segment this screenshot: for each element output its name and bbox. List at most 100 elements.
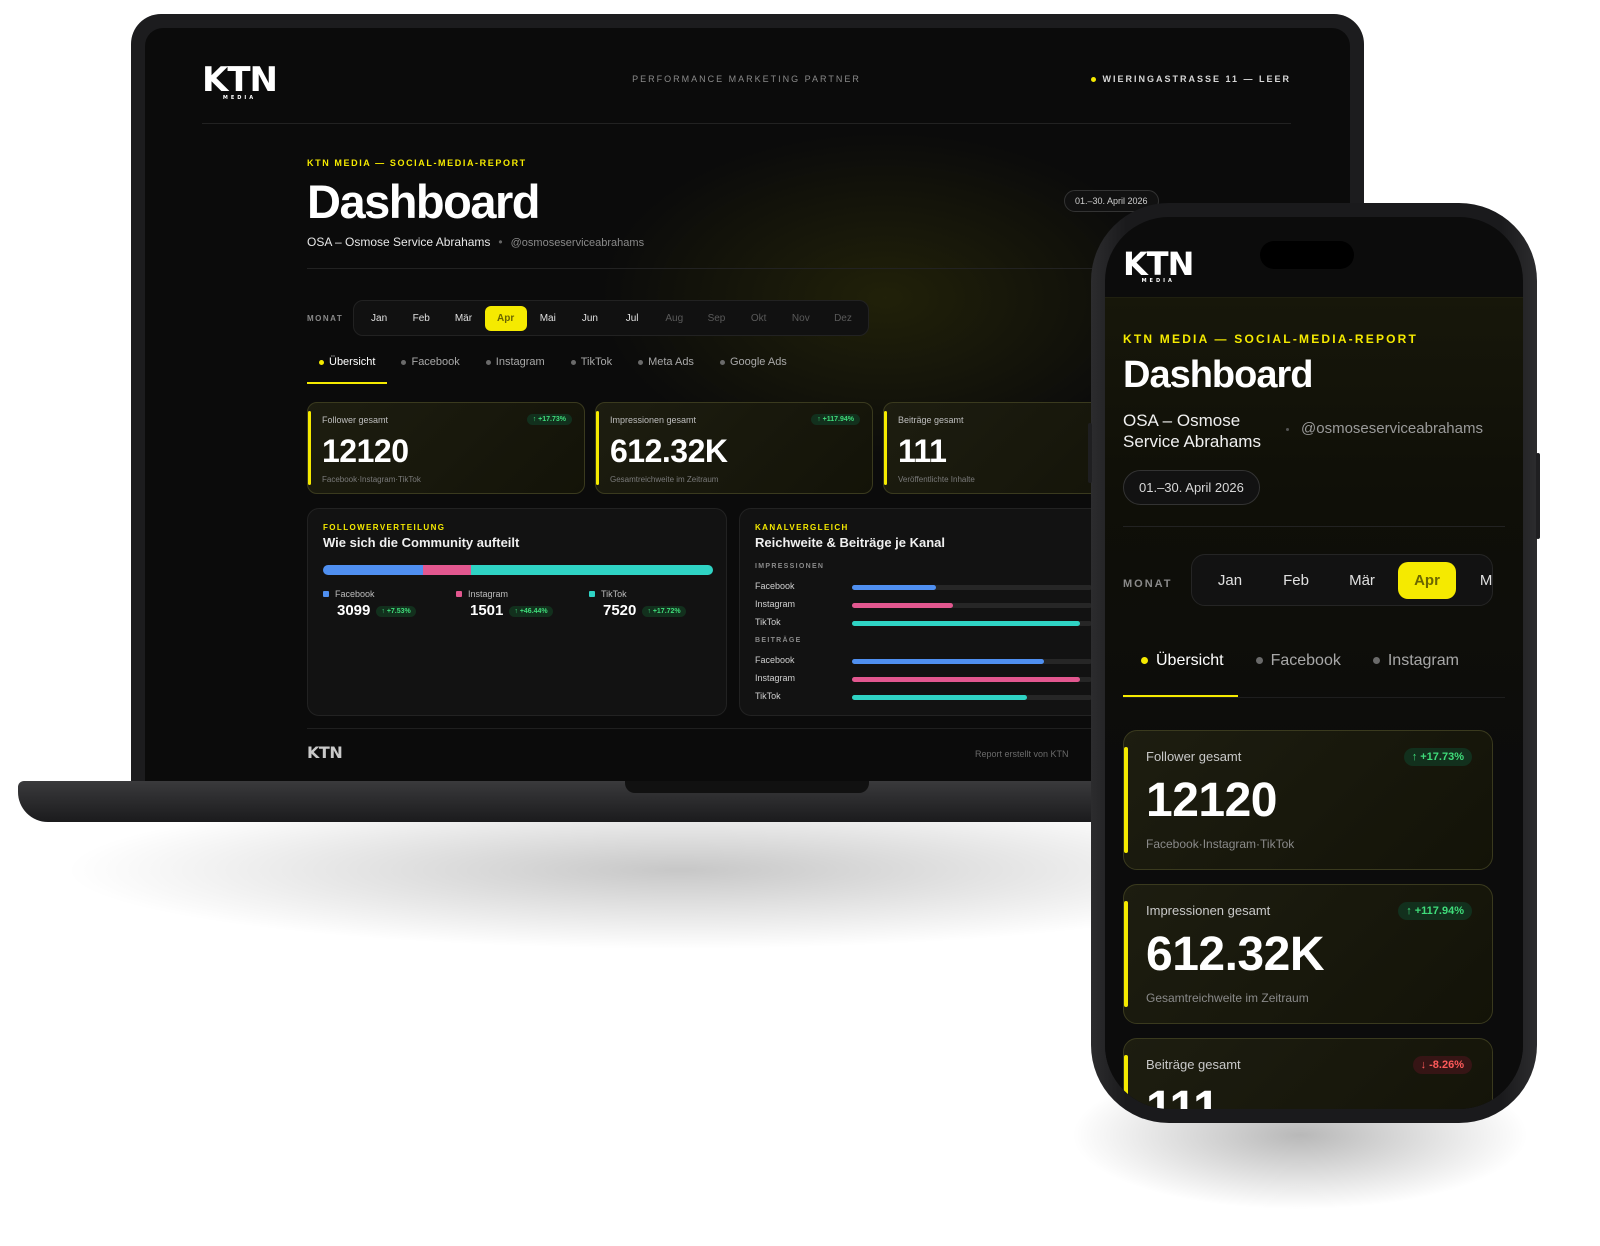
tab-label: Facebook xyxy=(1270,652,1341,669)
kpi-value: 12120 xyxy=(322,433,409,469)
month-nov[interactable]: Nov xyxy=(791,312,810,324)
panel-title: Reichweite & Beiträge je Kanal xyxy=(755,535,946,550)
month-selector: Jan Feb Mär Apr Mai Jun Jul Aug Sep Okt Nov Dez xyxy=(353,300,869,336)
tab-instagram[interactable]: Instagram xyxy=(1355,638,1473,697)
month-mai[interactable]: Mai xyxy=(1479,571,1493,589)
legend-label: Instagram xyxy=(456,589,589,599)
legend-value: 7520 ↑ +17.72% xyxy=(603,602,722,619)
ktn-logo[interactable]: KTN MEDIA xyxy=(1123,245,1194,284)
panel-kicker: KANALVERGLEICH xyxy=(755,523,849,532)
address: WIERINGASTRASSE 11 — LEER xyxy=(1091,74,1291,84)
month-aug[interactable]: Aug xyxy=(665,312,684,324)
client-handle: @osmoseserviceabrahams xyxy=(1286,420,1483,437)
distribution-segment-instagram xyxy=(422,565,472,575)
comparison-section-label: BEITRÄGE xyxy=(755,637,802,644)
page-title: Dashboard xyxy=(1123,354,1313,396)
tab-instagram[interactable]: Instagram xyxy=(474,348,557,384)
kpi-card[interactable]: Impressionen gesamt ↑ +117.94% 612.32K Gesa… xyxy=(595,402,873,494)
location-dot-icon xyxy=(1091,77,1097,83)
kpi-footnote: Facebook·Instagram·TikTok xyxy=(1146,837,1295,851)
phone-screen: KTN MEDIA KTN MEDIA — SOCIAL-MEDIA-REPORT… xyxy=(1105,217,1523,1109)
report-kicker: KTN MEDIA — SOCIAL-MEDIA-REPORT xyxy=(307,158,527,168)
legend-swatch xyxy=(589,591,595,597)
footer-text: Report erstellt von KTN xyxy=(975,749,1069,759)
change-badge: ↑ +117.94% xyxy=(1398,902,1472,920)
kpi-footnote: Veröffentlichte Inhalte xyxy=(898,475,975,484)
panel-kicker: FOLLOWERVERTEILUNG xyxy=(323,523,446,532)
comparison-bar xyxy=(852,677,1080,682)
comparison-track xyxy=(852,603,1092,608)
month-label: MONAT xyxy=(307,314,344,323)
date-range-badge[interactable]: 01.–30. April 2026 xyxy=(1064,190,1159,212)
client-handle: @osmoseserviceabrahams xyxy=(510,237,645,249)
month-sep[interactable]: Sep xyxy=(707,312,726,324)
kpi-card[interactable]: Follower gesamt ↑ +17.73% 12120 Facebook·In… xyxy=(1123,730,1493,870)
tab-facebook[interactable]: Facebook xyxy=(1238,638,1355,697)
comparison-track xyxy=(852,585,1092,590)
month-jan[interactable]: Jan xyxy=(1217,571,1243,589)
month-dez[interactable]: Dez xyxy=(834,312,852,324)
kpi-card[interactable]: Beiträge gesamt↓ -8.26%111Veröffentlicht… xyxy=(1123,1038,1493,1109)
distribution-legend: Facebook 3099 ↑ +7.53% Instagram 1501 ↑ +46.4… xyxy=(323,589,723,619)
month-apr[interactable]: Apr xyxy=(1398,561,1456,599)
tab-dot-icon xyxy=(1372,657,1380,665)
month-mai[interactable]: Mai xyxy=(539,312,556,324)
footer: KTN Report erstellt von KTN xyxy=(307,728,1350,784)
divider xyxy=(1123,526,1505,527)
tab-übersicht[interactable]: Übersicht xyxy=(307,348,388,384)
report-kicker: KTN MEDIA — SOCIAL-MEDIA-REPORT xyxy=(1123,332,1419,346)
kpi-card[interactable]: Impressionen gesamt ↑ +117.94% 612.32K Gesa… xyxy=(1123,884,1493,1024)
comparison-track xyxy=(852,695,1092,700)
date-range-badge[interactable]: 01.–30. April 2026 xyxy=(1123,470,1260,505)
month-mär[interactable]: Mär xyxy=(454,312,473,324)
legend-label: TikTok xyxy=(589,589,722,599)
kpi-value: 111 xyxy=(898,433,947,469)
tagline: PERFORMANCE MARKETING PARTNER xyxy=(632,74,861,84)
kpi-label: Impressionen gesamt xyxy=(1146,903,1271,918)
month-feb[interactable]: Feb xyxy=(1283,571,1309,589)
tab-tiktok[interactable]: TikTok xyxy=(559,348,624,384)
kpi-value: 111 xyxy=(1146,1082,1220,1109)
change-badge: ↑ +17.72% xyxy=(642,605,686,617)
month-jun[interactable]: Jun xyxy=(581,312,598,324)
comparison-bar xyxy=(852,659,1044,664)
distribution-segment-facebook xyxy=(323,565,423,575)
legend-item-tiktok: TikTok 7520 ↑ +17.72% xyxy=(589,589,722,619)
tab-dot-icon xyxy=(485,359,491,365)
tab-label: Übersicht xyxy=(329,356,376,368)
change-badge: ↑ +17.73% xyxy=(526,414,572,425)
client-name: OSA – Osmose Service Abrahams xyxy=(1123,411,1261,451)
divider xyxy=(307,268,1350,269)
kpi-card[interactable]: Follower gesamt ↑ +17.73% 12120 Facebook·In… xyxy=(307,402,585,494)
tab-übersicht[interactable]: Übersicht xyxy=(1123,638,1238,697)
comparison-track xyxy=(852,659,1092,664)
kpi-footnote: Gesamtreichweite im Zeitraum xyxy=(1146,991,1309,1005)
month-apr[interactable]: Apr xyxy=(484,305,527,331)
comparison-row-facebook: Facebook xyxy=(755,655,1115,667)
change-badge: ↑ +17.73% xyxy=(1403,748,1472,766)
comparison-label: Instagram xyxy=(755,599,796,609)
month-okt[interactable]: Okt xyxy=(750,312,767,324)
comparison-bar xyxy=(852,695,1028,700)
month-feb[interactable]: Feb xyxy=(412,312,430,324)
legend-value: 3099 ↑ +7.53% xyxy=(337,602,456,619)
month-mär[interactable]: Mär xyxy=(1349,571,1375,589)
tab-bar: Übersicht Facebook Instagram xyxy=(1123,638,1505,698)
tab-meta-ads[interactable]: Meta Ads xyxy=(626,348,706,384)
tab-label: Instagram xyxy=(1387,652,1459,669)
change-badge: ↑ +7.53% xyxy=(376,605,416,617)
comparison-label: Facebook xyxy=(755,655,795,665)
month-jul[interactable]: Jul xyxy=(625,312,639,324)
laptop-hinge-notch xyxy=(625,781,869,793)
comparison-label: Instagram xyxy=(755,673,796,683)
comparison-row-tiktok: TikTok xyxy=(755,691,1115,703)
tab-google-ads[interactable]: Google Ads xyxy=(708,348,799,384)
tab-label: Google Ads xyxy=(729,356,787,368)
tab-facebook[interactable]: Facebook xyxy=(389,348,471,384)
ktn-logo[interactable]: KTN MEDIA xyxy=(202,60,278,101)
month-jan[interactable]: Jan xyxy=(371,312,388,324)
tab-bar: Übersicht Facebook Instagram TikTok Meta Ads… xyxy=(307,348,1350,384)
comparison-label: TikTok xyxy=(755,617,781,627)
phone-content: KTN MEDIA — SOCIAL-MEDIA-REPORT Dashboar… xyxy=(1105,297,1523,1109)
